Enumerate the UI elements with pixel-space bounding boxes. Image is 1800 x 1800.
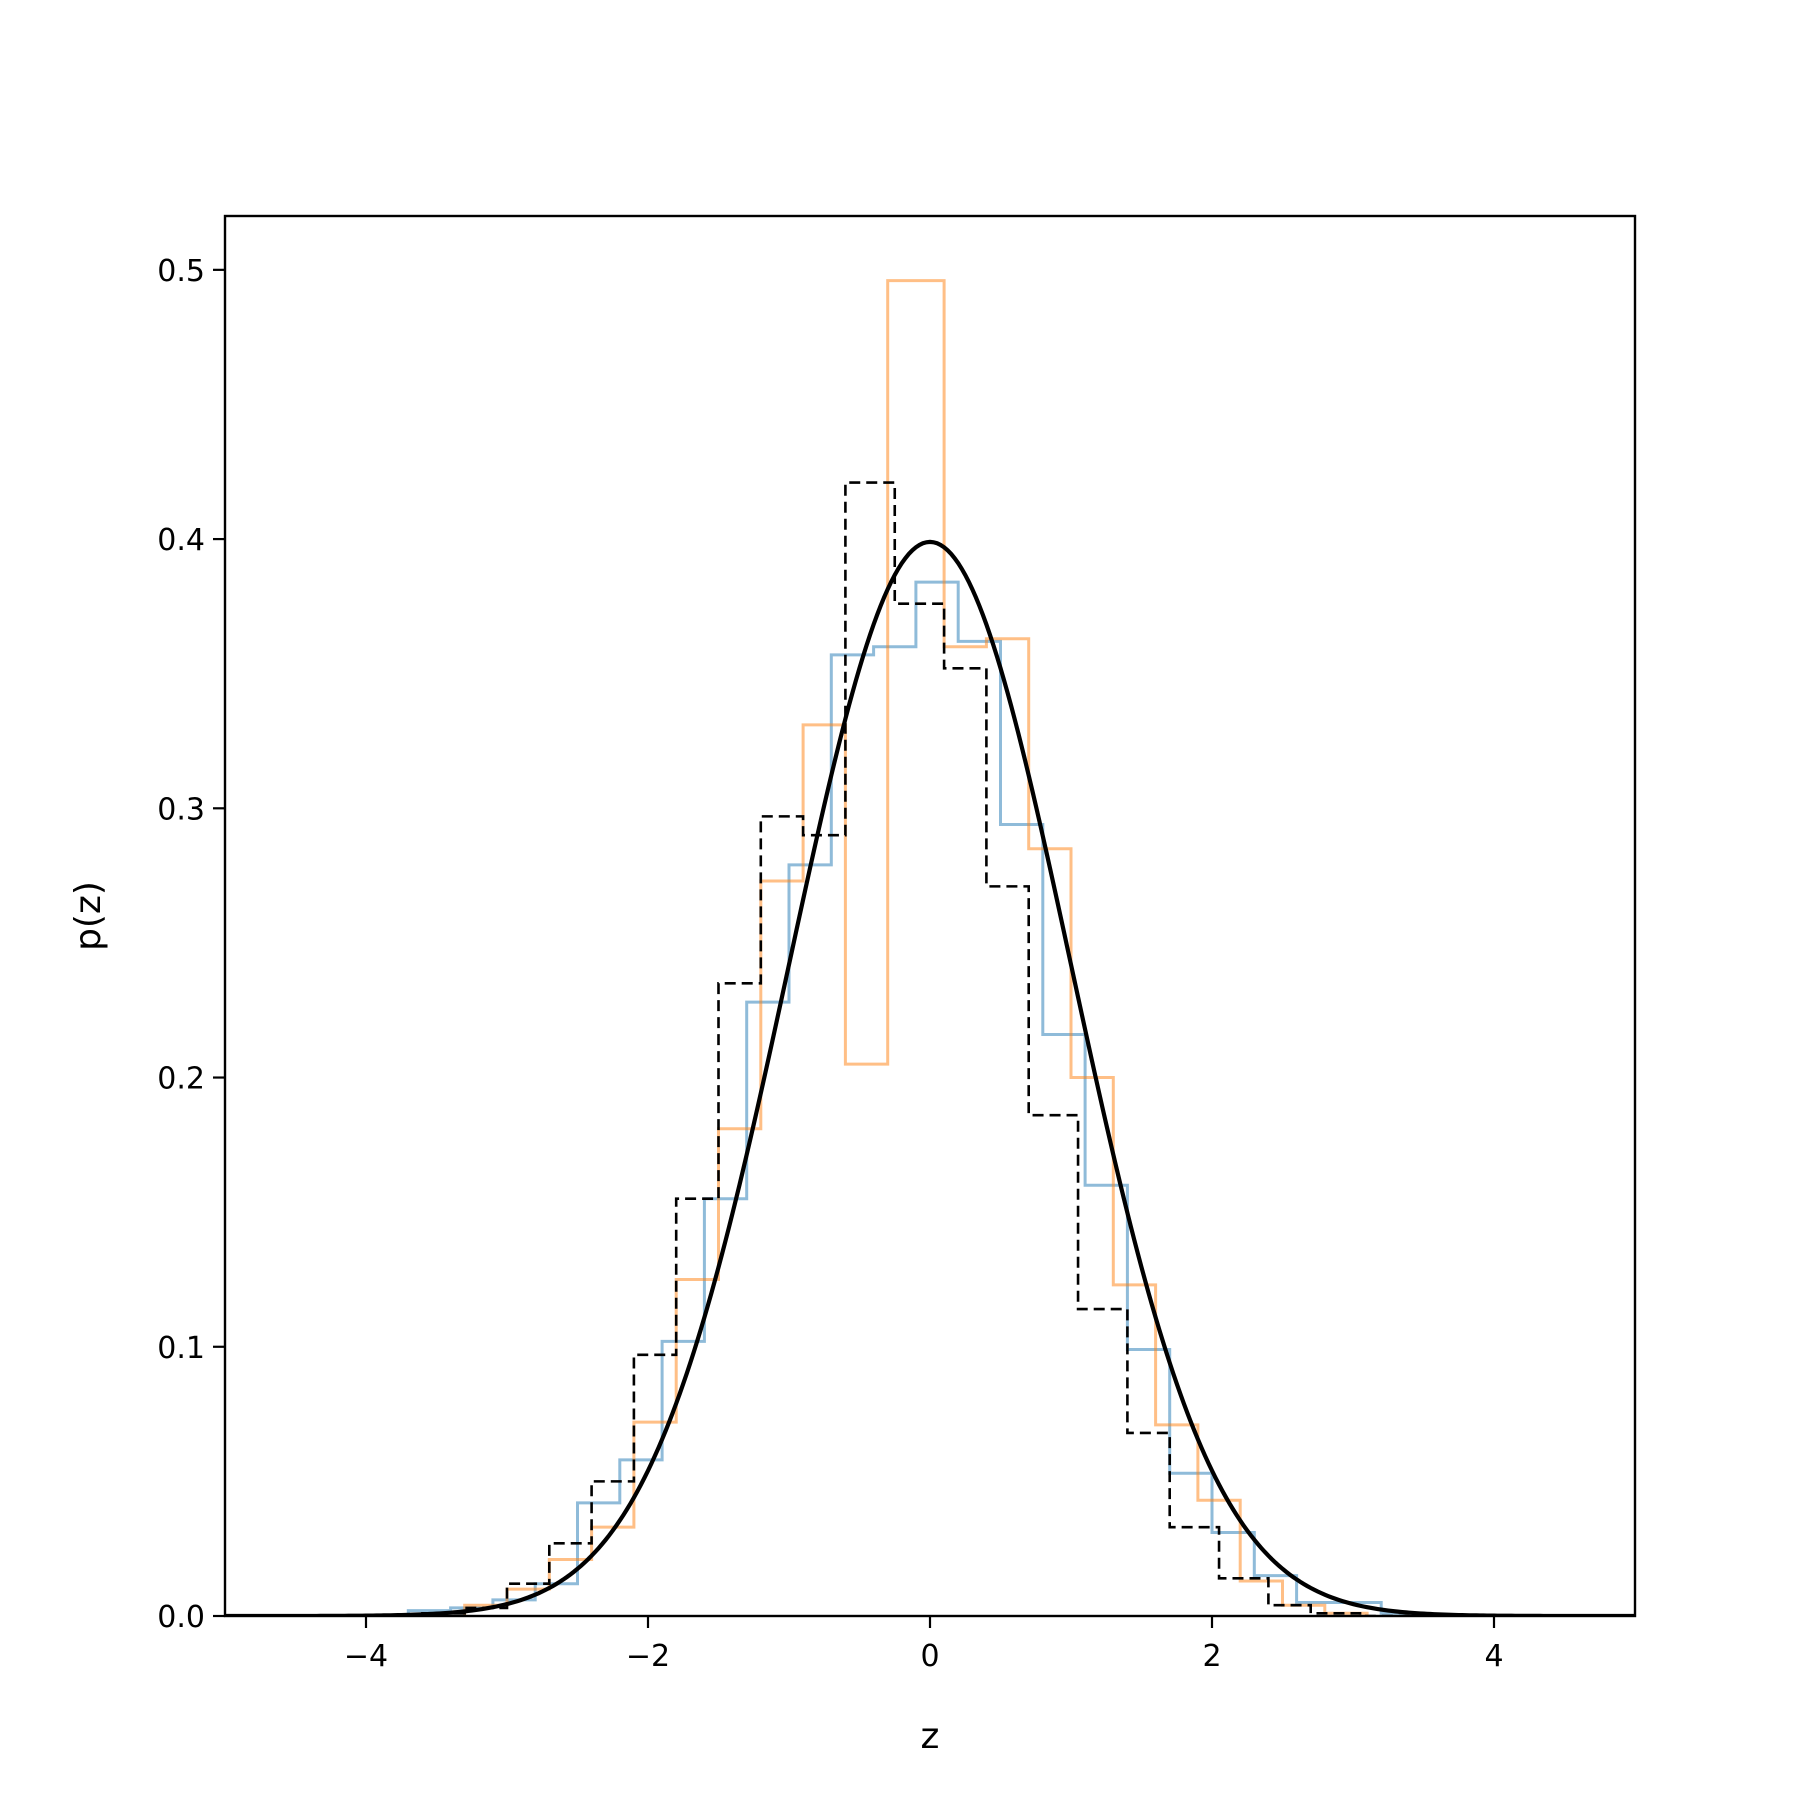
x-axis: −4 −2 0 2 4 [344,1616,1504,1674]
series-layer [225,279,1635,1616]
x-tick-label: 0 [920,1639,939,1674]
y-axis-label: p(z) [68,881,109,951]
x-axis-label: z [921,1716,940,1757]
histogram-series-2 [463,279,1369,1616]
y-tick-label: 0.5 [157,254,205,289]
x-tick-label: 4 [1484,1639,1503,1674]
y-tick-label: 0.0 [157,1600,205,1635]
x-tick-label: 2 [1202,1639,1221,1674]
y-axis: 0.0 0.1 0.2 0.3 0.4 0.5 [157,254,225,1635]
x-tick-label: −4 [344,1639,388,1674]
x-tick-label: −2 [626,1639,670,1674]
y-tick-label: 0.4 [157,523,205,558]
normal-density-curve [225,539,1635,1616]
y-tick-label: 0.3 [157,792,205,827]
y-tick-label: 0.1 [157,1331,205,1366]
histogram-series-3 [421,481,1410,1616]
y-tick-label: 0.2 [157,1062,205,1097]
